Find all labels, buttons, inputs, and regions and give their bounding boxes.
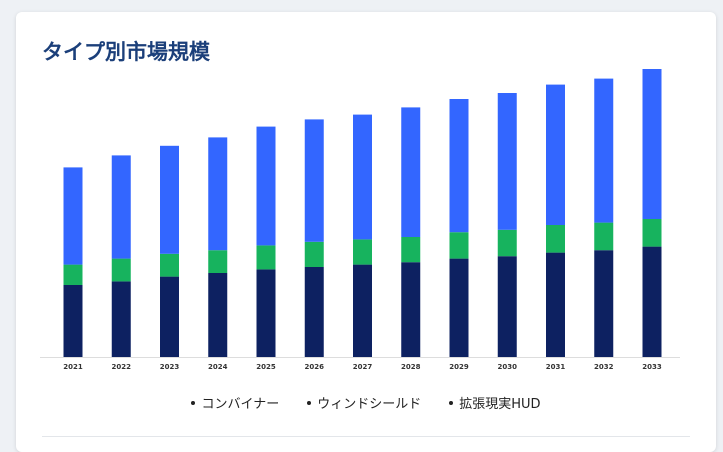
bar-2022-series-0[interactable] [111,281,131,357]
x-tick-label: 2032 [594,363,614,371]
bar-2033-series-0[interactable] [642,246,662,357]
x-tick-label: 2028 [401,363,421,371]
bar-2022-series-1[interactable] [111,258,131,282]
x-tick-label: 2025 [256,363,276,371]
bar-2031-series-0[interactable] [546,252,565,357]
legend-item-combiner[interactable]: コンバイナー [191,393,279,412]
legend-label: コンバイナー [201,397,280,412]
bar-2027-series-2[interactable] [353,114,372,240]
bar-2025-series-2[interactable] [256,126,276,246]
bar-2025-series-0[interactable] [256,269,276,357]
bar-2032-series-1[interactable] [594,222,614,251]
bar-2027-series-1[interactable] [353,239,372,265]
stacked-bar-chart: 2021 2022 2023 2024 2025 2026 2027 2028 2029 2030… [40,69,680,371]
bar-2028-series-0[interactable] [401,262,421,357]
bar-2028-series-2[interactable] [401,107,421,238]
legend-item-ar-hud[interactable]: 拡張現実HUD [449,393,541,412]
bar-2030-series-0[interactable] [497,256,517,357]
x-tick-label: 2031 [546,363,566,371]
bar-2026-series-1[interactable] [304,241,324,267]
bar-2028-series-1[interactable] [401,237,421,263]
legend-label: 拡張現実HUD [459,397,541,412]
bar-2033-series-2[interactable] [642,69,662,219]
bullet-icon [191,400,196,405]
bar-2031-series-2[interactable] [546,84,565,225]
bar-2022-series-2[interactable] [111,155,131,259]
bar-2024-series-0[interactable] [208,273,228,357]
bar-2033-series-1[interactable] [642,219,662,247]
bar-2032-series-0[interactable] [594,250,614,357]
bar-2023-series-1[interactable] [160,253,179,277]
bar-2029-series-0[interactable] [449,258,469,357]
legend-label: ウィンドシールド [317,397,422,412]
bar-2029-series-1[interactable] [449,232,469,259]
bar-2029-series-2[interactable] [449,99,469,233]
x-tick-label: 2024 [208,363,228,371]
bar-2023-series-2[interactable] [160,145,179,254]
x-tick-label: 2026 [305,363,325,371]
legend-item-windshield[interactable]: ウィンドシールド [307,393,421,412]
x-tick-label: 2033 [642,363,662,371]
x-tick-label: 2023 [160,363,180,371]
bar-2024-series-1[interactable] [208,250,228,273]
bar-2030-series-1[interactable] [497,229,517,257]
x-tick-label: 2030 [498,363,518,371]
divider [42,436,690,437]
x-tick-label: 2022 [112,363,132,371]
bar-2032-series-2[interactable] [594,78,614,223]
bar-2021-series-0[interactable] [63,285,83,357]
bar-2021-series-1[interactable] [63,264,83,285]
bar-2021-series-2[interactable] [63,167,83,265]
bullet-icon [307,400,312,405]
chart-legend: コンバイナー ウィンドシールド 拡張現実HUD [16,393,716,412]
chart-card: タイプ別市場規模 2021 2022 2023 2024 2025 2026 2027 202… [16,12,716,452]
bar-2030-series-2[interactable] [497,93,517,230]
x-tick-label: 2027 [353,363,373,371]
bar-2023-series-0[interactable] [160,276,179,357]
bar-2026-series-2[interactable] [304,119,324,242]
x-tick-label: 2021 [63,363,83,371]
bar-2024-series-2[interactable] [208,137,228,251]
chart-title: タイプ別市場規模 [42,40,210,64]
bar-2027-series-0[interactable] [353,264,372,357]
bar-2031-series-1[interactable] [546,225,565,253]
bar-2026-series-0[interactable] [304,267,324,357]
bar-2025-series-1[interactable] [256,245,276,270]
bullet-icon [449,400,454,405]
x-tick-label: 2029 [449,363,469,371]
